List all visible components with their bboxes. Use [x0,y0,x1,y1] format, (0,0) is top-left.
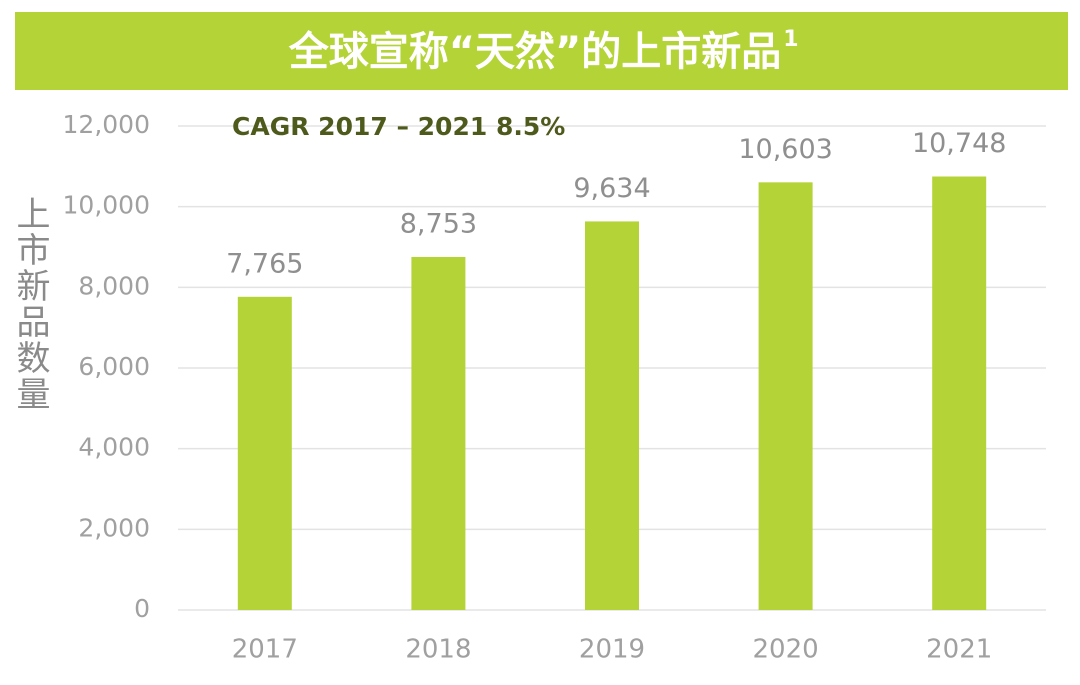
value-label: 8,753 [400,208,477,239]
x-tick-label: 2021 [926,635,992,665]
chart-title: 全球宣称“天然”的上市新品 [288,29,782,75]
y-tick-label: 10,000 [63,191,150,220]
title-footnote: 1 [783,27,798,52]
value-label: 10,603 [738,134,832,165]
y-tick-label: 2,000 [78,513,150,542]
value-label: 10,748 [912,128,1006,159]
bar [411,256,466,610]
title-banner [15,12,1068,90]
value-label: 7,765 [226,248,303,279]
bar [585,221,639,611]
value-label: 9,634 [573,173,650,204]
x-tick-label: 2017 [232,635,298,665]
x-tick-label: 2020 [753,635,819,665]
y-tick-label: 12,000 [63,110,150,139]
x-tick-label: 2018 [405,635,471,665]
y-tick-label: 4,000 [78,433,150,462]
y-axis-label: 上市新品数量 [10,196,50,412]
bar [758,182,813,610]
annotation: CAGR 2017 – 2021 8.5% [232,112,565,141]
x-tick-label: 2019 [579,635,645,665]
bar [237,296,292,610]
bar [932,176,987,611]
y-tick-label: 8,000 [78,271,150,300]
y-tick-label: 0 [134,594,150,623]
y-tick-label: 6,000 [78,352,150,381]
